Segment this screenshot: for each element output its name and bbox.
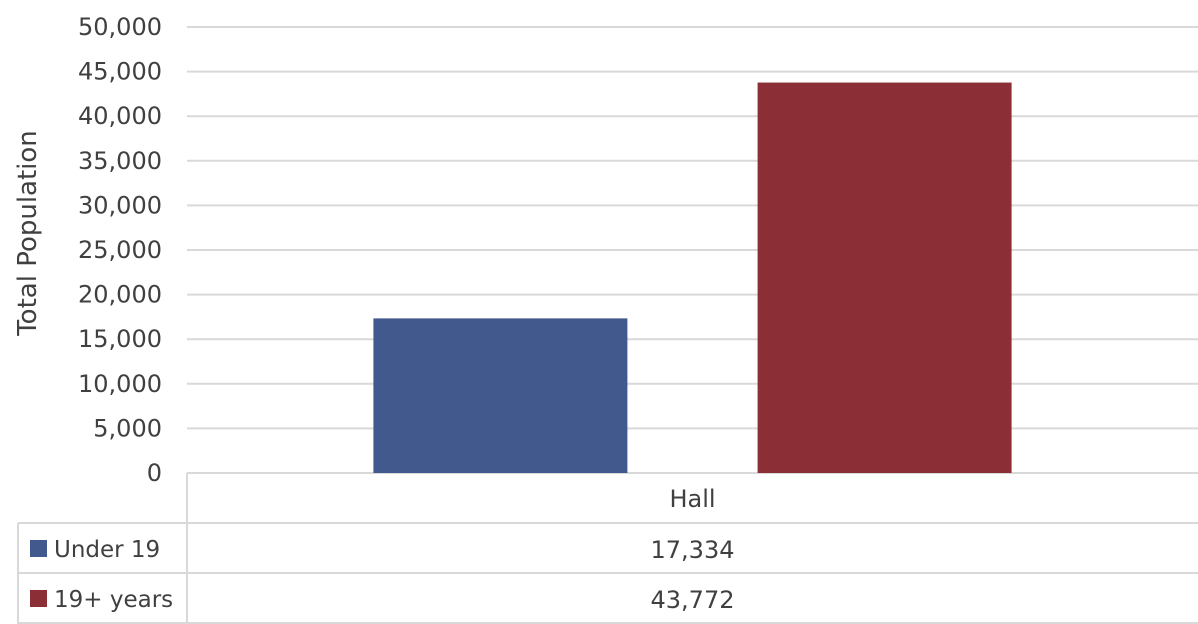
- bar-under-19: [373, 318, 628, 473]
- y-tick-label: 30,000: [78, 191, 162, 219]
- category-label: Hall: [669, 485, 715, 513]
- y-axis-title: Total Population: [13, 130, 43, 337]
- y-tick-label: 25,000: [78, 236, 162, 264]
- y-tick-label: 40,000: [78, 102, 162, 130]
- y-tick-label: 15,000: [78, 325, 162, 353]
- y-tick-label: 50,000: [78, 13, 162, 41]
- y-tick-label: 0: [147, 459, 162, 487]
- y-tick-label: 5,000: [93, 414, 162, 442]
- legend-swatch: [30, 590, 47, 607]
- y-tick-label: 35,000: [78, 147, 162, 175]
- y-tick-label: 20,000: [78, 281, 162, 309]
- y-tick-label: 10,000: [78, 370, 162, 398]
- y-axis-ticks: 0 5,000 10,000 15,000 20,000 25,000 30,000 35,0…: [78, 13, 162, 487]
- data-table-value: 17,334: [651, 536, 735, 564]
- data-table-value: 43,772: [651, 586, 735, 614]
- legend-label: 19+ years: [54, 587, 173, 613]
- data-table: Hall Under 19 17,334 19+ years 43,772: [17, 473, 1198, 624]
- y-tick-label: 45,000: [78, 58, 162, 86]
- gridlines: [187, 26, 1198, 474]
- bar-19-years: [757, 82, 1012, 473]
- bars: [373, 82, 1012, 473]
- legend-label: Under 19: [54, 537, 160, 563]
- legend-swatch: [30, 540, 47, 557]
